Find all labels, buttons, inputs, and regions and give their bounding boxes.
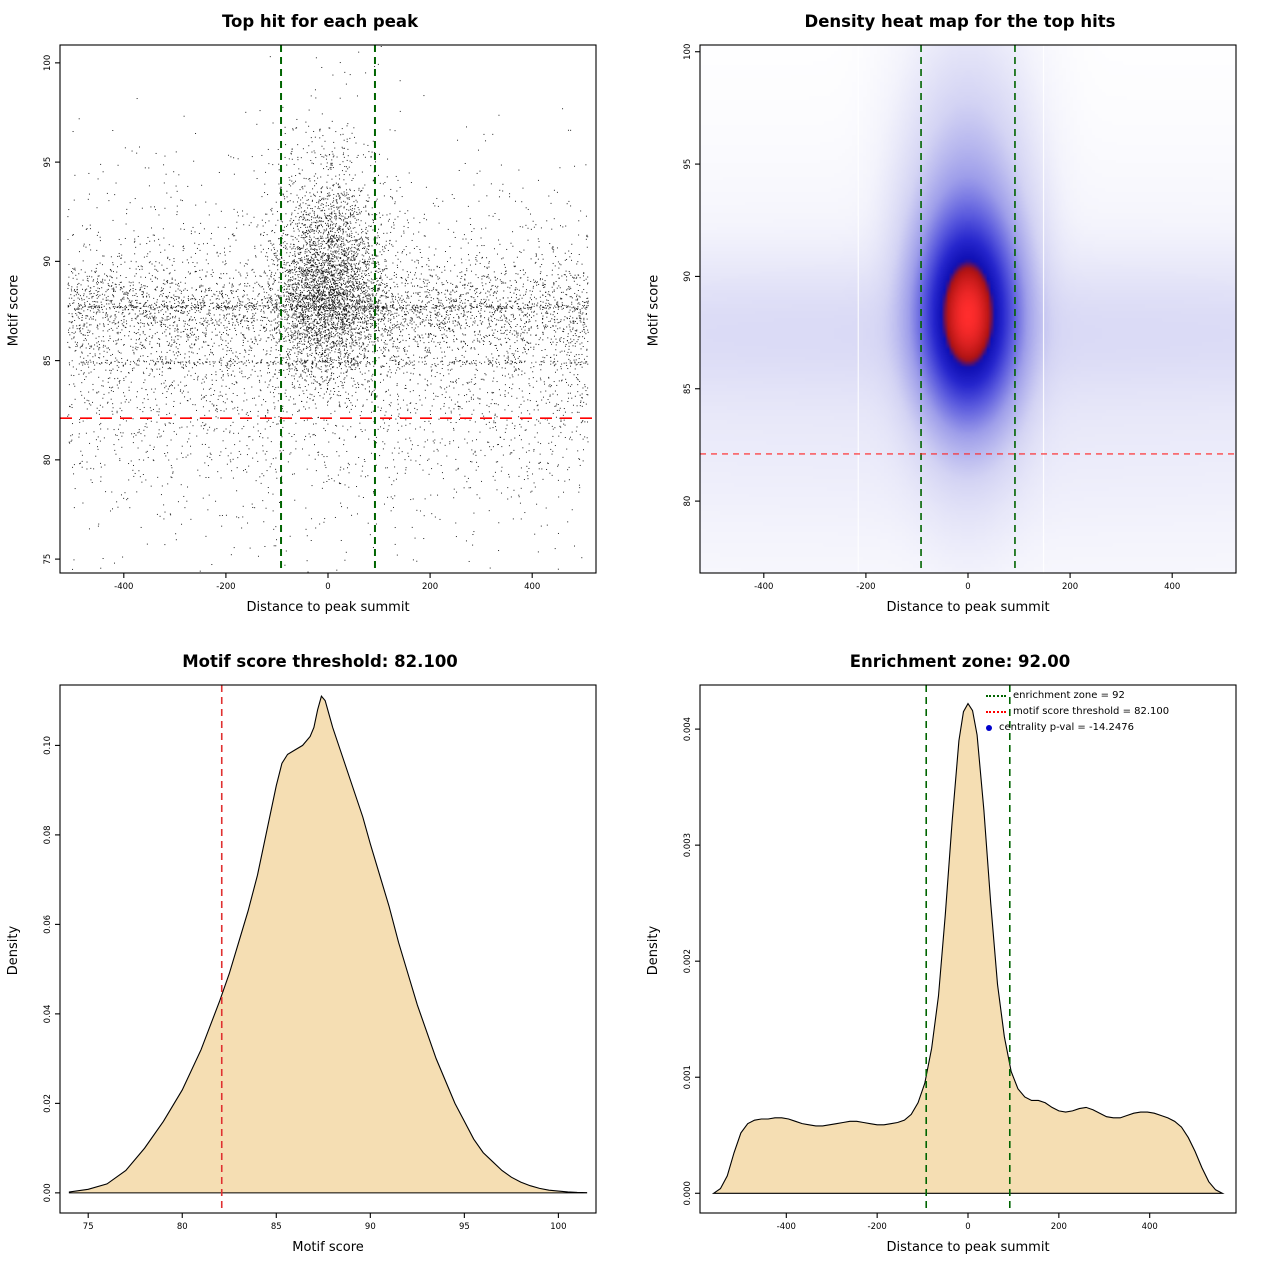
panel-distance-density: Enrichment zone: 92.00 Density Distance … bbox=[640, 640, 1280, 1280]
x-axis-label: Distance to peak summit bbox=[246, 600, 410, 615]
panel-score-density: Motif score threshold: 82.100 Density Mo… bbox=[0, 640, 640, 1280]
legend-item-label: enrichment zone = 92 bbox=[1013, 690, 1125, 701]
panel-density-heatmap: Density heat map for the top hits Motif … bbox=[640, 0, 1280, 640]
panel-top-hits-scatter: Top hit for each peak Motif score Distan… bbox=[0, 0, 640, 640]
chart-legend: enrichment zone = 92 motif score threshol… bbox=[986, 688, 1169, 736]
enrichment-zone-line-icon bbox=[986, 695, 1006, 697]
legend-item: centrality p-val = -14.2476 bbox=[986, 720, 1169, 736]
x-axis-label: Distance to peak summit bbox=[886, 1240, 1050, 1255]
x-axis-label: Distance to peak summit bbox=[886, 600, 1050, 615]
legend-item: motif score threshold = 82.100 bbox=[986, 704, 1169, 720]
legend-item-label: motif score threshold = 82.100 bbox=[1013, 706, 1170, 717]
x-axis-label: Motif score bbox=[292, 1240, 364, 1255]
score-threshold-line-icon bbox=[986, 711, 1006, 713]
distance-density-canvas bbox=[640, 640, 1280, 1280]
score-density-canvas bbox=[0, 640, 640, 1280]
centrality-dot-icon bbox=[986, 725, 992, 731]
legend-item-label: centrality p-val = -14.2476 bbox=[999, 722, 1134, 733]
legend-item: enrichment zone = 92 bbox=[986, 688, 1169, 704]
heatmap-plot-canvas bbox=[640, 0, 1280, 640]
scatter-plot-canvas bbox=[0, 0, 640, 640]
